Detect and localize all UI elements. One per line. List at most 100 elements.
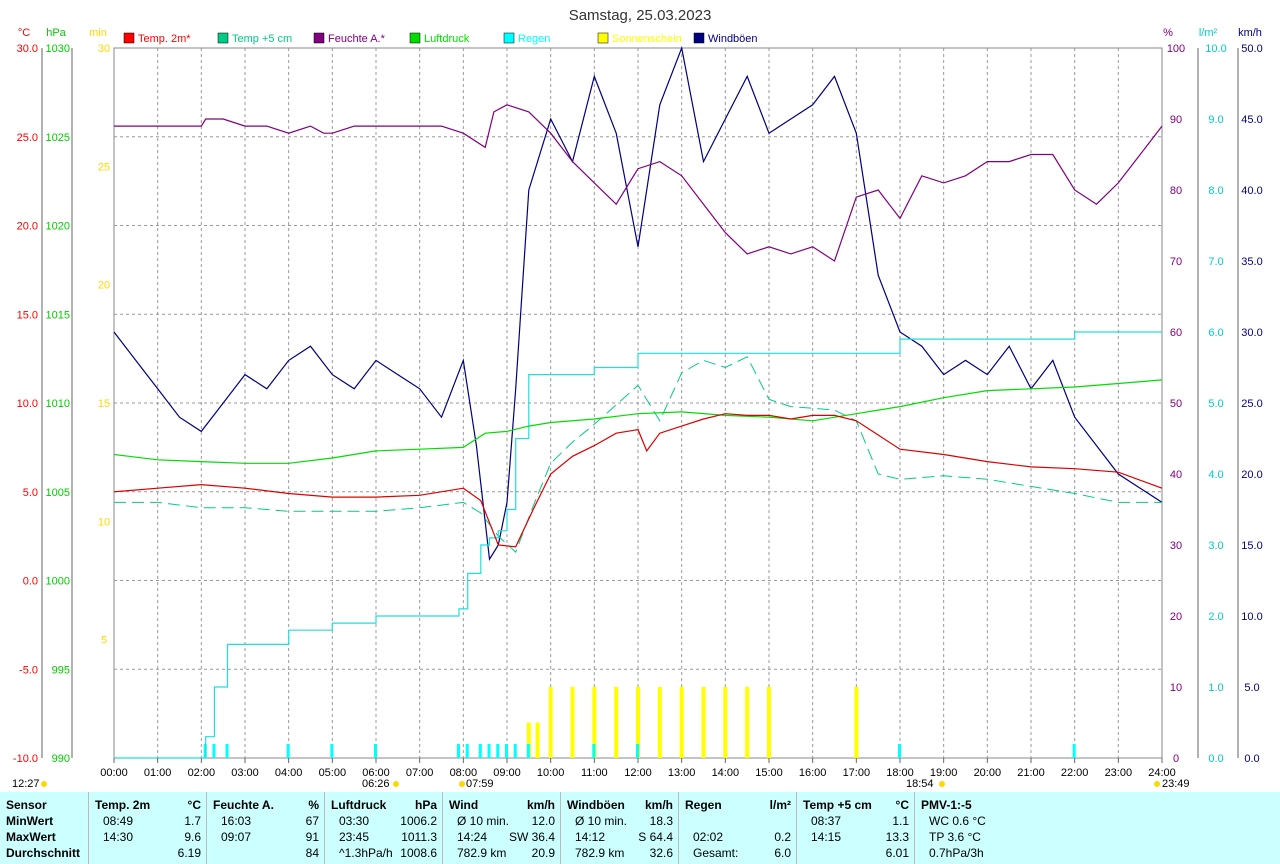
table-header-unit: % [308, 798, 319, 812]
table-header: Temp +5 cm °C [803, 797, 909, 813]
cell-text: 03:30 [339, 814, 370, 828]
pressure-tick-label: 1025 [46, 132, 70, 144]
table-cell: Gesamt: 6.0 [685, 845, 791, 861]
temp-tick-label: 0.0 [23, 576, 38, 588]
weather-chart: Samstag, 25.03.2023 °C hPa min % l/m² km… [12, 7, 1263, 790]
table-header-unit: l/m² [769, 798, 791, 812]
humidity-tick-label: 20 [1170, 611, 1182, 623]
noon-time: 07:59 [466, 778, 494, 790]
humidity-tick-label: 40 [1170, 469, 1182, 481]
humidity-tick-label: 50 [1170, 398, 1182, 410]
table-cell: Ø 10 min. 12.0 [449, 813, 555, 829]
rain-bar [898, 744, 901, 758]
cell-text: 02:02 [693, 830, 724, 844]
humidity-tick-label: 10 [1170, 682, 1182, 694]
rain-tick-label: 1.0 [1208, 682, 1223, 694]
cell-value: 91 [305, 830, 319, 844]
wind-tick-label: 50.0 [1241, 43, 1262, 55]
table-header-unit: km/h [644, 798, 673, 812]
pressure-tick-label: 990 [52, 753, 70, 765]
table-header-unit: °C [895, 798, 909, 812]
x-tick-label: 16:00 [799, 767, 827, 779]
sunshine-bar [614, 687, 619, 758]
sun-tick-label: 20 [98, 280, 110, 292]
x-tick-label: 05:00 [319, 767, 347, 779]
table-cell [685, 813, 791, 829]
cell-text: 08:49 [103, 814, 134, 828]
cell-value: 13.3 [885, 830, 909, 844]
cell-value: 9.6 [184, 830, 201, 844]
chart-grid [113, 47, 1163, 759]
rain-unit: l/m² [1199, 27, 1218, 39]
rain-bar [456, 744, 460, 758]
wind-unit: km/h [1238, 27, 1262, 39]
cell-value: 1011.3 [401, 830, 437, 844]
cell-value: 84 [305, 846, 319, 860]
table-column: Windböen km/h Ø 10 min. 18.3 14:12 S 64.4 782.… [560, 792, 679, 864]
x-tick-label: 23:00 [1105, 767, 1133, 779]
table-cell: ^1.3hPa/h 1008.6 [331, 845, 437, 861]
rain-tick-label: 7.0 [1208, 256, 1223, 268]
cell-text: 23:45 [339, 830, 370, 844]
cell-text: Durchschnitt [6, 846, 81, 860]
rain-bar [496, 744, 500, 758]
sunshine-bar [657, 687, 662, 758]
temp-tick-label: 20.0 [17, 221, 38, 233]
sun-tick-label: 10 [98, 516, 110, 528]
table-header-unit: hPa [414, 798, 437, 812]
humidity-tick-label: 100 [1167, 43, 1185, 55]
table-column: Temp +5 cm °C 08:37 1.1 14:15 13.3 6.01 [796, 792, 915, 864]
cell-value: 0.2 [774, 830, 791, 844]
sunshine-bar [701, 687, 706, 758]
humidity-tick-label: 90 [1170, 114, 1182, 126]
table-cell: 09:07 91 [213, 829, 319, 845]
table-cell: MinWert [6, 813, 82, 829]
table-cell: 16:03 67 [213, 813, 319, 829]
cell-value: 12.0 [531, 814, 555, 828]
legend-swatch [409, 32, 421, 44]
table-header-label: Windböen [567, 798, 625, 812]
x-tick-label: 18:00 [886, 767, 914, 779]
table-cell: 84 [213, 845, 319, 861]
chart-title: Samstag, 25.03.2023 [569, 7, 712, 24]
wind-tick-label: 5.0 [1244, 682, 1259, 694]
table-cell: 782.9 km 20.9 [449, 845, 555, 861]
cell-text: 0.7hPa/3h [929, 846, 984, 860]
moonset-time: 23:49 [1162, 778, 1190, 790]
pressure-tick-label: 1020 [46, 221, 70, 233]
rain-bar [212, 744, 216, 758]
table-cell: 08:37 1.1 [803, 813, 909, 829]
table-header-label: Temp. 2m [95, 798, 151, 812]
legend-label: Temp. 2m* [138, 33, 191, 45]
table-header: Windböen km/h [567, 797, 673, 813]
rain-tick-label: 6.0 [1208, 327, 1223, 339]
legend-swatch [597, 32, 609, 44]
sunrise-time: 06:26 [362, 778, 390, 790]
pressure-tick-label: 1010 [46, 398, 70, 410]
series-line-temp-5-cm [114, 356, 1162, 553]
humidity-tick-label: 0 [1173, 753, 1179, 765]
statistics-table: Sensor MinWert MaxWert Durchschnitt Temp. 2m… [0, 792, 1280, 864]
wind-tick-label: 35.0 [1241, 256, 1262, 268]
temp-unit: °C [18, 27, 30, 39]
table-header: Regen l/m² [685, 797, 791, 813]
x-tick-label: 14:00 [712, 767, 740, 779]
table-column: Wind km/h Ø 10 min. 12.0 14:24 SW 36.4 782.9 k… [442, 792, 561, 864]
series-line-luftdruck [113, 379, 1163, 464]
sunshine-bar [636, 687, 640, 758]
pressure-unit: hPa [46, 27, 66, 39]
rain-bar [592, 744, 596, 758]
table-header: Sensor [6, 797, 82, 813]
table-header-label: Feuchte A. [213, 798, 274, 812]
legend-swatch [217, 32, 229, 44]
wind-tick-label: 10.0 [1241, 611, 1262, 623]
humidity-tick-label: 30 [1170, 540, 1182, 552]
legend-label: Regen [518, 33, 550, 45]
legend-label: Windböen [708, 33, 758, 45]
cell-text: 782.9 km [575, 846, 625, 860]
sunshine-bar [679, 687, 684, 758]
sun-tick-label: 30 [98, 43, 110, 55]
table-header-label: Temp +5 cm [803, 798, 872, 812]
temp-tick-label: 10.0 [17, 398, 38, 410]
table-column: Regen l/m² 02:02 0.2 Gesamt: 6.0 [678, 792, 797, 864]
